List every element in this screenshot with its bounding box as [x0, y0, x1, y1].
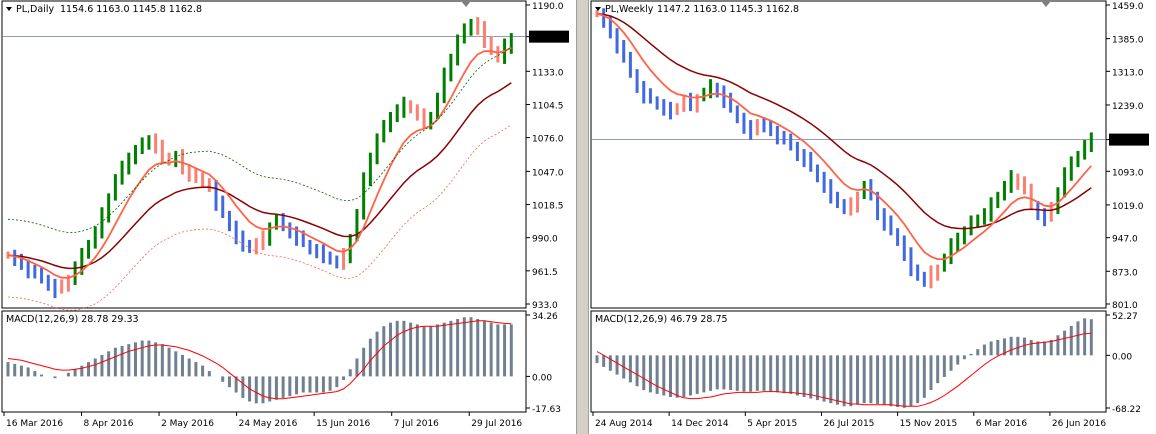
chart-symbol-label: PL,Daily	[16, 4, 54, 15]
chart-shift-marker-icon[interactable]	[461, 1, 471, 7]
current-price-label: 1162.8	[532, 34, 564, 44]
macd-tick-label: 0.00	[532, 373, 552, 383]
macd-tick-label: 0.00	[1112, 352, 1132, 362]
daily-chart-panel[interactable]: 1190.0 1162.8 1133.0 1104.5 1076.0 1047.0 1018…	[0, 0, 576, 434]
chart-symbol-label: PL,Weekly	[605, 4, 654, 15]
macd-tick-label: -17.63	[532, 405, 561, 415]
price-tick-label: 1104.5	[532, 101, 564, 111]
price-tick-label: 961.5	[532, 268, 558, 278]
date-tick-label: 24 May 2016	[239, 419, 298, 429]
chart-ohlc-label: 1154.6 1163.0 1145.8 1162.8	[60, 4, 202, 15]
chart-menu-triangle-icon[interactable]	[6, 7, 12, 11]
price-tick-label: 990.0	[532, 235, 558, 245]
date-tick-label: 7 Jul 2016	[394, 419, 439, 429]
price-tick-label: 1385.0	[1112, 36, 1144, 46]
price-tick-label: 1047.0	[532, 168, 564, 178]
current-price-label: 1162.8	[1112, 137, 1144, 147]
price-tick-label: 1018.5	[532, 202, 564, 212]
price-tick-label: 1093.0	[1112, 168, 1144, 178]
date-tick-label: 15 Nov 2015	[900, 419, 958, 429]
price-tick-label: 933.0	[532, 301, 558, 311]
chart-shift-marker-icon[interactable]	[1041, 1, 1051, 7]
date-tick-label: 24 Aug 2014	[595, 419, 653, 429]
date-tick-label: 6 Mar 2016	[976, 419, 1028, 429]
chart-ohlc-label: 1147.2 1163.0 1145.3 1162.8	[657, 4, 799, 15]
macd-tick-label: -68.22	[1112, 405, 1141, 415]
date-tick-label: 14 Dec 2014	[671, 419, 729, 429]
date-tick-label: 16 Mar 2016	[6, 419, 63, 429]
price-tick-label: 1313.0	[1112, 68, 1144, 78]
weekly-chart-panel[interactable]: 1459.0 1385.0 1313.0 1239.0 1162.8 1093.0 1019…	[589, 0, 1156, 434]
date-tick-label: 15 Jun 2016	[316, 419, 370, 429]
upper-envelope-line	[7, 46, 512, 233]
daily-chart-svg[interactable]: 1190.0 1162.8 1133.0 1104.5 1076.0 1047.0 1018…	[0, 0, 576, 434]
panel-divider[interactable]	[576, 0, 589, 434]
price-tick-label: 1239.0	[1112, 102, 1144, 112]
date-tick-label: 29 Jul 2016	[471, 419, 522, 429]
current-price-badge	[1109, 133, 1149, 146]
macd-label: MACD(12,26,9) 46.79 28.75	[595, 314, 728, 325]
price-tick-label: 1190.0	[532, 2, 564, 12]
macd-tick-label: 34.26	[532, 312, 558, 322]
date-tick-label: 8 Apr 2016	[84, 419, 134, 429]
macd-signal-line	[596, 332, 1092, 407]
slow-ma-line	[596, 12, 1092, 230]
lower-envelope-line	[7, 124, 512, 311]
macd-signal-line	[7, 320, 512, 400]
macd-label: MACD(12,26,9) 28.78 29.33	[6, 314, 139, 325]
date-tick-label: 26 Jun 2016	[1052, 419, 1106, 429]
price-tick-label: 801.0	[1112, 301, 1138, 311]
current-price-badge	[529, 30, 569, 43]
price-tick-label: 947.0	[1112, 235, 1138, 245]
date-tick-label: 5 Apr 2015	[747, 419, 797, 429]
price-tick-label: 1459.0	[1112, 2, 1144, 12]
price-tick-label: 1133.0	[532, 68, 564, 78]
macd-plot-frame[interactable]	[590, 310, 1107, 413]
weekly-chart-svg[interactable]: 1459.0 1385.0 1313.0 1239.0 1162.8 1093.0 1019…	[589, 0, 1156, 434]
date-tick-label: 2 May 2016	[161, 419, 214, 429]
macd-tick-label: 52.27	[1112, 312, 1138, 322]
slow-ma-line	[7, 82, 512, 270]
price-tick-label: 1076.0	[532, 135, 564, 145]
chart-menu-triangle-icon[interactable]	[595, 7, 601, 11]
fast-ma-line	[7, 47, 512, 279]
date-tick-label: 26 Jul 2015	[823, 419, 874, 429]
price-tick-label: 873.0	[1112, 268, 1138, 278]
price-tick-label: 1019.0	[1112, 202, 1144, 212]
fast-ma-line	[596, 12, 1092, 261]
